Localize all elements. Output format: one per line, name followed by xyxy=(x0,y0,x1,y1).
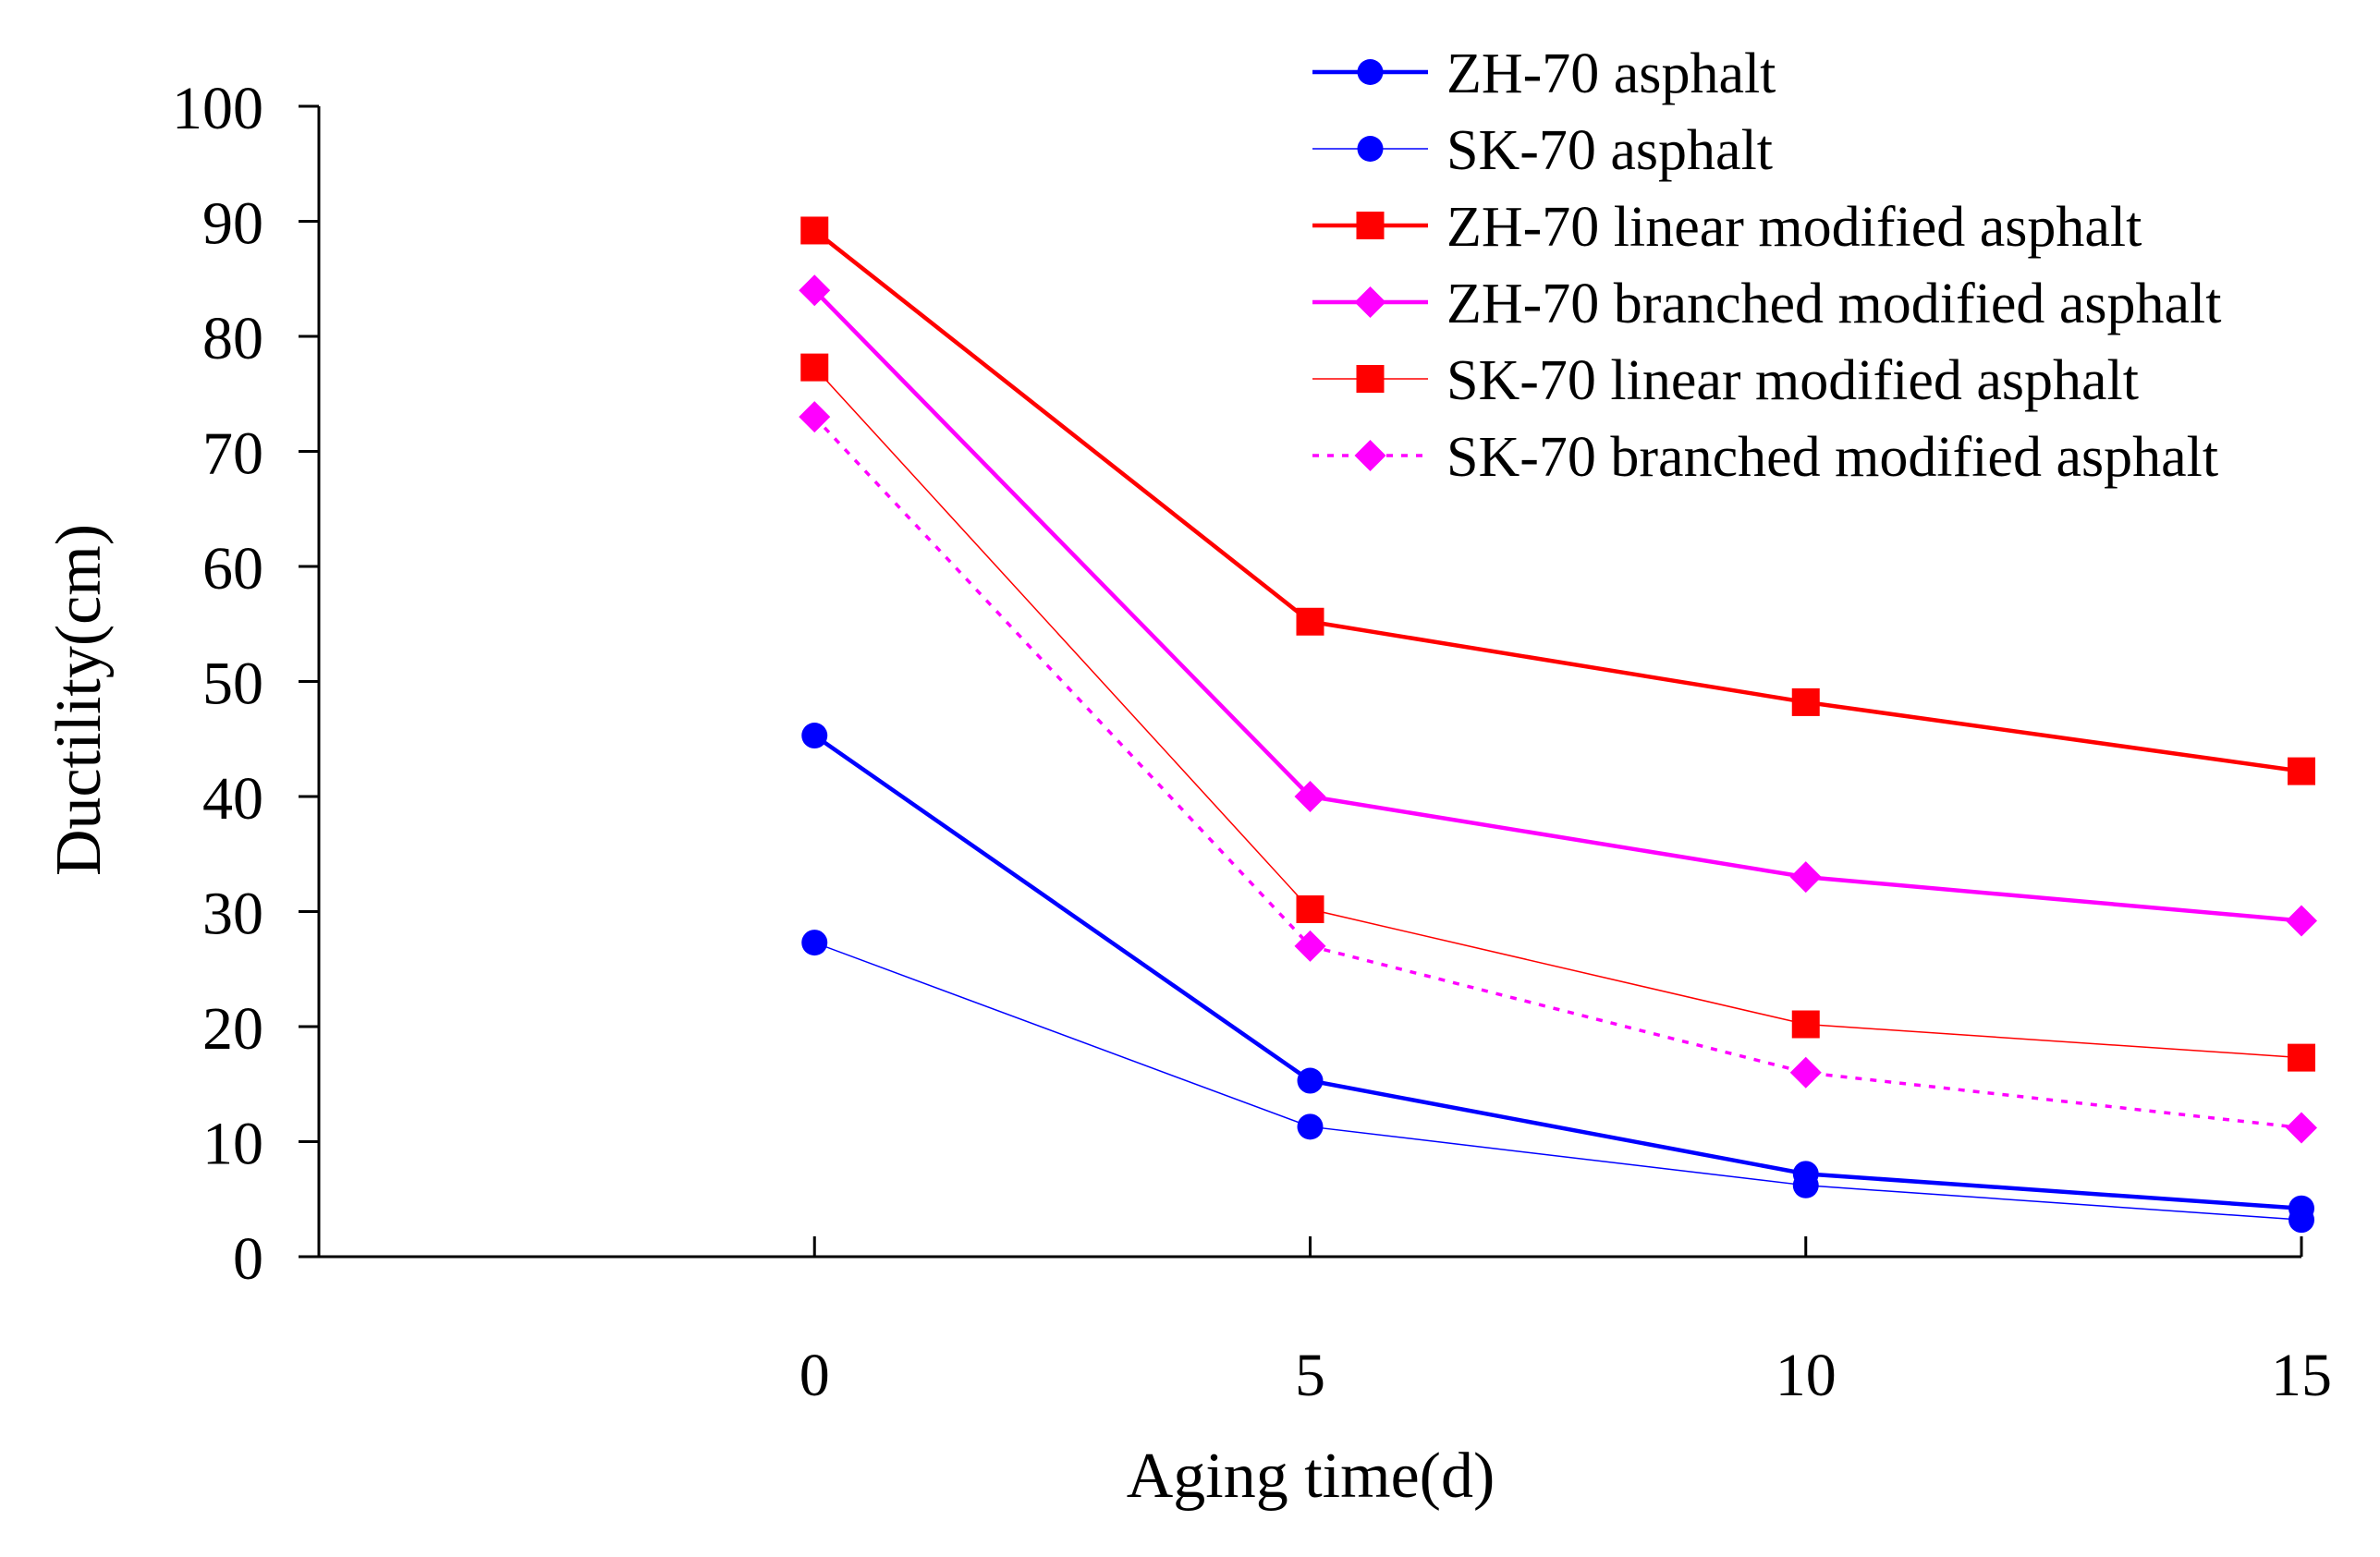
data-point xyxy=(2288,757,2315,785)
legend-marker xyxy=(1357,59,1384,85)
series-line xyxy=(812,734,2302,1210)
legend-label: ZH-70 branched modified asphalt xyxy=(1446,273,2221,335)
legend-item: ZH-70 branched modified asphalt xyxy=(1312,273,2221,335)
y-axis-title: Ductility(cm) xyxy=(43,524,115,876)
series-4 xyxy=(799,274,2317,937)
data-point xyxy=(801,930,828,956)
data-point xyxy=(1297,1113,1324,1140)
legend-item: SK-70 asphalt xyxy=(1312,119,1773,182)
data-point xyxy=(1296,895,1324,924)
data-point xyxy=(1294,930,1326,962)
x-tick-label: 5 xyxy=(1295,1342,1325,1409)
data-point xyxy=(2288,1043,2315,1072)
data-point xyxy=(2288,1207,2314,1234)
legend-marker xyxy=(1354,440,1386,471)
legend-marker xyxy=(1356,212,1385,239)
series-6 xyxy=(799,401,2317,1144)
y-tick-label: 30 xyxy=(202,881,263,948)
y-tick-label: 80 xyxy=(202,305,263,372)
legend-label: SK-70 branched modified asphalt xyxy=(1446,426,2218,489)
y-tick-label: 60 xyxy=(202,535,263,602)
legend-item: SK-70 linear modified asphalt xyxy=(1312,349,2139,412)
data-point xyxy=(799,401,831,433)
data-point xyxy=(800,216,829,245)
series-1 xyxy=(801,723,2314,1222)
series-3 xyxy=(800,216,2315,785)
legend-label: SK-70 linear modified asphalt xyxy=(1446,349,2139,412)
y-tick-label: 20 xyxy=(202,995,263,1063)
legend-item: ZH-70 asphalt xyxy=(1312,43,1776,105)
data-point xyxy=(1789,861,1822,894)
series-5 xyxy=(800,353,2315,1072)
data-point xyxy=(2286,1112,2317,1144)
data-point xyxy=(800,353,829,382)
legend-item: SK-70 branched modified asphalt xyxy=(1312,426,2218,489)
legend-item: ZH-70 linear modified asphalt xyxy=(1312,196,2142,259)
y-tick-label: 0 xyxy=(233,1225,263,1293)
series-line xyxy=(813,942,2302,1221)
legend-marker xyxy=(1356,365,1385,393)
data-point xyxy=(1789,1056,1822,1089)
x-tick-label: 15 xyxy=(2271,1342,2332,1409)
data-point xyxy=(1791,1010,1820,1039)
y-tick-label: 70 xyxy=(202,420,263,488)
series-line xyxy=(813,367,2302,1059)
y-tick-label: 100 xyxy=(172,75,263,142)
y-tick-label: 90 xyxy=(202,190,263,258)
data-point xyxy=(799,274,831,307)
series-2 xyxy=(801,930,2314,1234)
data-point xyxy=(1296,607,1324,636)
series-line xyxy=(812,415,2302,1130)
series-line xyxy=(812,228,2302,773)
data-point xyxy=(2286,905,2317,937)
y-tick-label: 40 xyxy=(202,765,263,833)
x-tick-label: 10 xyxy=(1776,1342,1837,1409)
y-tick-label: 10 xyxy=(202,1111,263,1178)
legend-label: ZH-70 linear modified asphalt xyxy=(1446,196,2142,259)
axes: 0 10 20 30 40 50 60 70 80 90 100 0 5 10 15 xyxy=(172,75,2332,1409)
data-point xyxy=(801,723,828,749)
plot-series xyxy=(799,216,2317,1234)
series-line xyxy=(812,288,2302,923)
legend-marker xyxy=(1354,286,1386,318)
legend: ZH-70 asphalt SK-70 asphalt ZH-70 linear m… xyxy=(1312,43,2221,489)
legend-label: ZH-70 asphalt xyxy=(1446,43,1776,105)
y-tick-label: 50 xyxy=(202,651,263,718)
legend-label: SK-70 asphalt xyxy=(1446,119,1773,182)
legend-marker xyxy=(1357,136,1384,162)
data-point xyxy=(1791,687,1820,716)
data-point xyxy=(1297,1067,1324,1094)
x-tick-label: 0 xyxy=(799,1342,830,1409)
data-point xyxy=(1792,1172,1819,1198)
data-point xyxy=(1294,781,1326,812)
x-axis-title: Aging time(d) xyxy=(1127,1441,1495,1512)
